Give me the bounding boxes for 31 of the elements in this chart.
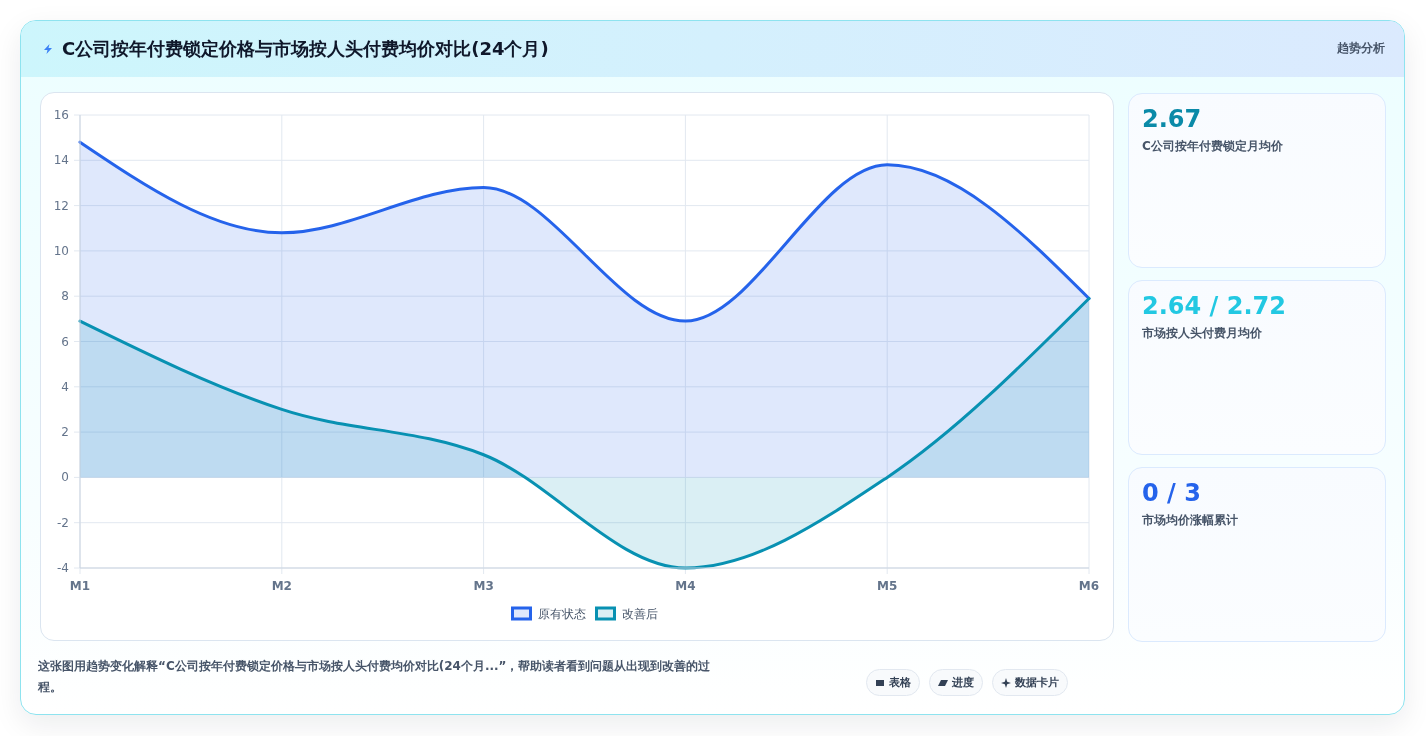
y-tick-label: 14 [53,152,69,167]
text: C公司按年付费锁定月均价 [1142,139,1283,153]
text: 市场按人头付费月均价 [1142,326,1262,340]
y-tick-label: -2 [57,515,69,530]
y-tick-label: 12 [53,198,69,213]
text: 趋势分析 [1337,41,1385,55]
text: 进度 [952,675,974,690]
x-tick-label: M4 [675,578,696,593]
text: 0 / 3 [1142,479,1201,507]
x-tick-label: M6 [1078,578,1100,593]
text: 2.67 [1142,105,1202,133]
y-tick-label: 2 [61,424,69,439]
x-tick-label: M2 [271,578,292,593]
y-tick-label: 16 [53,107,69,122]
x-tick-label: M3 [473,578,494,593]
legend-label: 原有状态 [537,606,586,621]
y-tick-label: 6 [61,334,69,348]
legend-label: 改善后 [621,606,658,621]
x-tick-label: M5 [877,578,898,593]
text: 市场均价涨幅累计 [1142,513,1238,527]
y-tick-label: 8 [61,288,69,303]
text: 表格 [889,675,911,690]
x-tick-label: M1 [69,578,91,593]
text: 2.64 / 2.72 [1142,292,1286,320]
text: 数据卡片 [1015,675,1059,690]
y-tick-label: 4 [61,379,69,394]
y-tick-label: 0 [61,469,69,484]
text: 这张图用趋势变化解释“C公司按年付费锁定价格与市场按人头付费均价对比(24个月...”，帮助读者看到问题从出现到改善的过程。 [38,659,711,694]
y-tick-label: -4 [57,560,69,575]
y-tick-label: 10 [53,243,69,258]
chart-title: C公司按年付费锁定价格与市场按人头付费均价对比(24个月) [62,38,549,59]
